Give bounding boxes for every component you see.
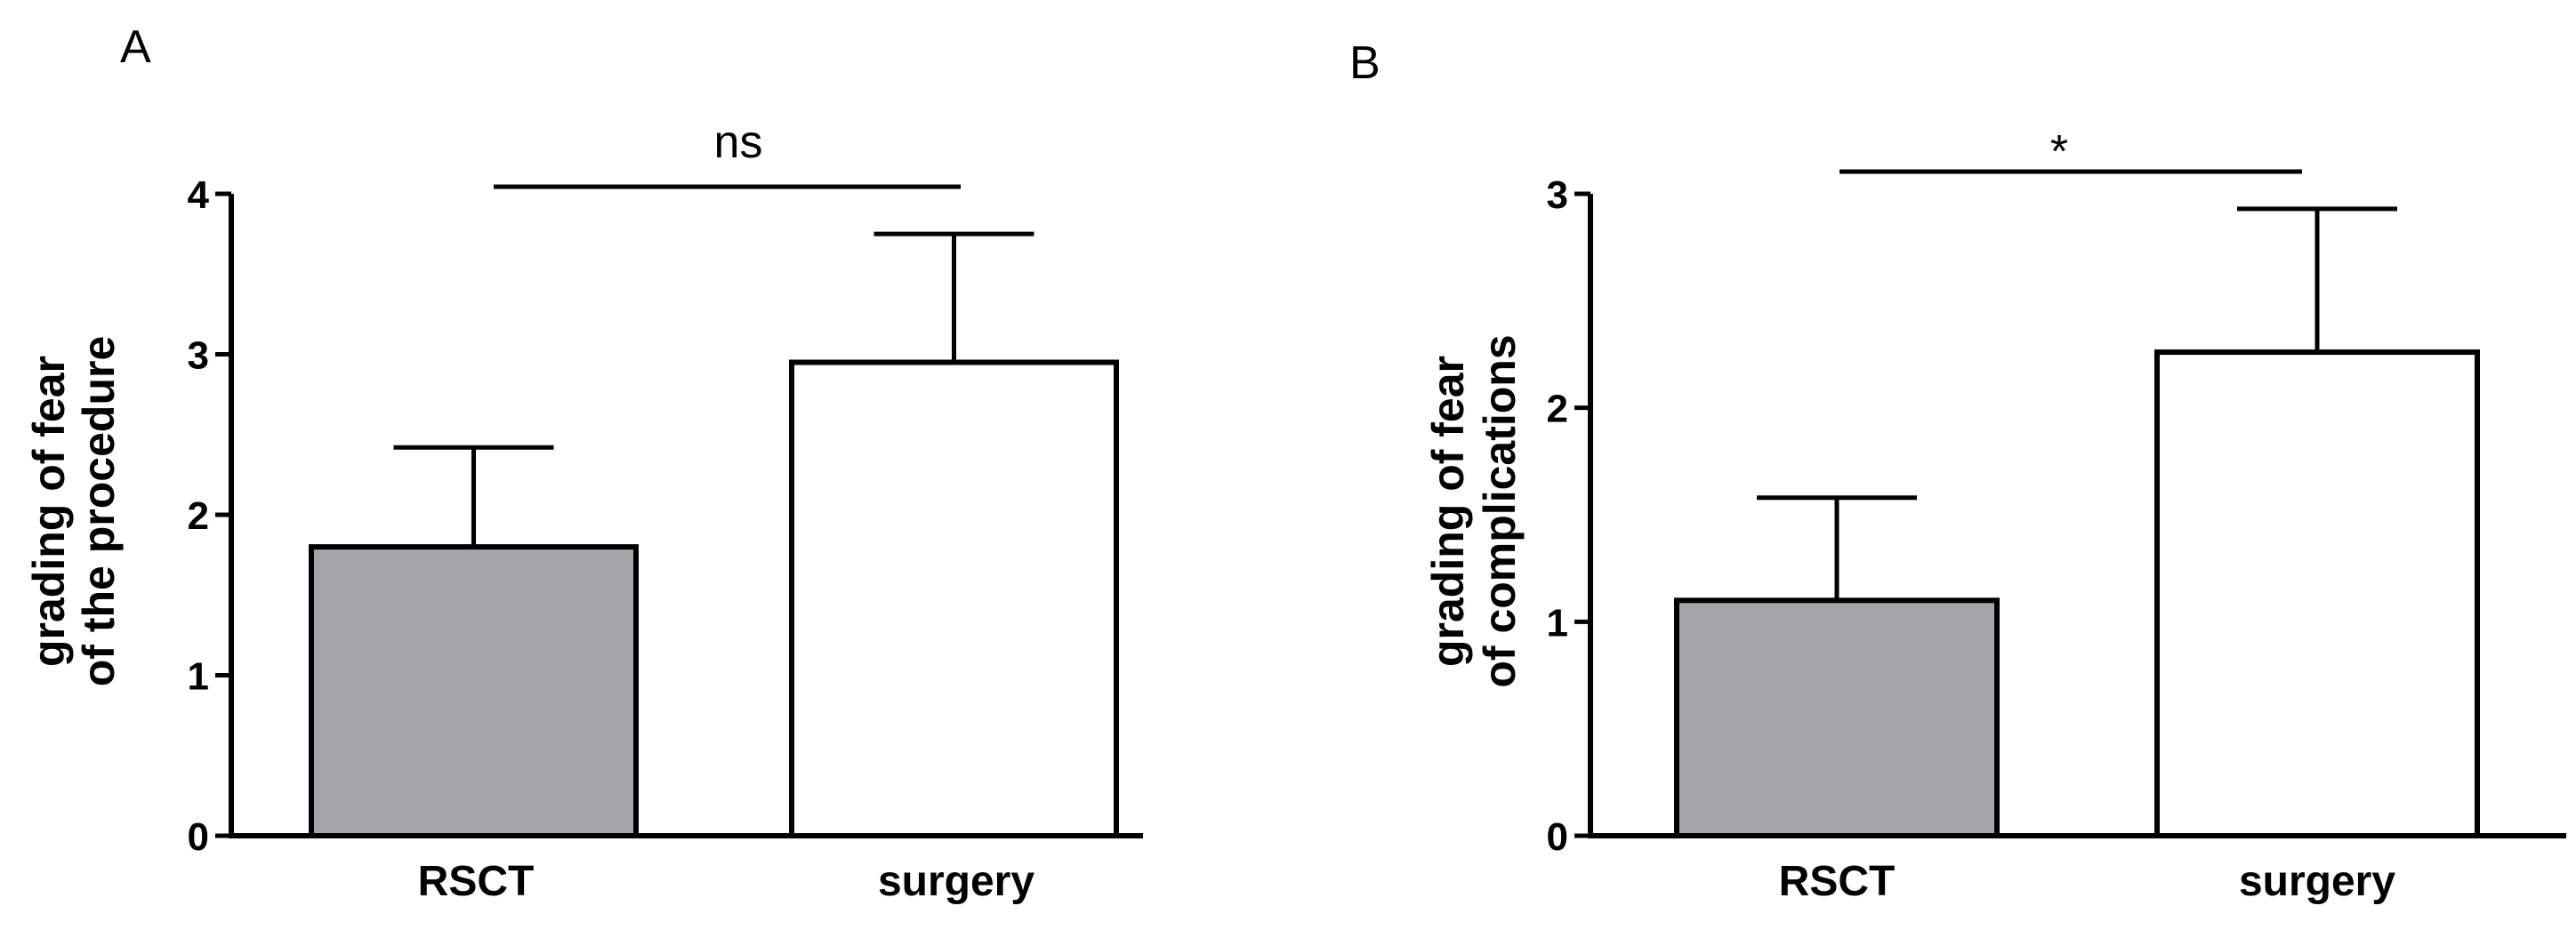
y-axis-title-line-1: grading of fear [24, 356, 74, 667]
y-axis-title-line-1: grading of fear [1423, 356, 1473, 667]
y-tick-label: 2 [1547, 388, 1568, 431]
bar [2154, 349, 2480, 838]
bar [309, 544, 639, 838]
x-category-label: surgery [878, 858, 1034, 905]
y-tick-label: 1 [188, 655, 209, 699]
x-category-label: surgery [2239, 858, 2395, 905]
y-tick-label: 2 [188, 494, 209, 538]
significance-label: * [2050, 126, 2068, 178]
x-category-label: RSCT [1779, 858, 1896, 905]
y-tick-label: 0 [188, 815, 209, 859]
bar [789, 359, 1119, 838]
y-tick-label: 3 [188, 334, 209, 378]
chart-panel-b: B grading of fear of complications RSCT … [1349, 37, 2566, 905]
y-tick-label: 3 [1547, 173, 1568, 217]
y-axis-title-line-2: of complications [1475, 334, 1525, 687]
y-axis-title-line-2: of the procedure [74, 336, 124, 686]
panel-label: B [1349, 37, 1381, 89]
x-category-label: RSCT [418, 858, 535, 905]
y-tick-label: 4 [188, 173, 210, 217]
y-tick-label: 0 [1547, 815, 1568, 859]
bar [1674, 597, 2000, 838]
chart-panel-a: A grading of fear of the procedure RSCT … [24, 21, 1143, 905]
panel-label: A [120, 21, 151, 73]
y-tick-label: 1 [1547, 601, 1568, 645]
significance-label: ns [714, 116, 763, 168]
